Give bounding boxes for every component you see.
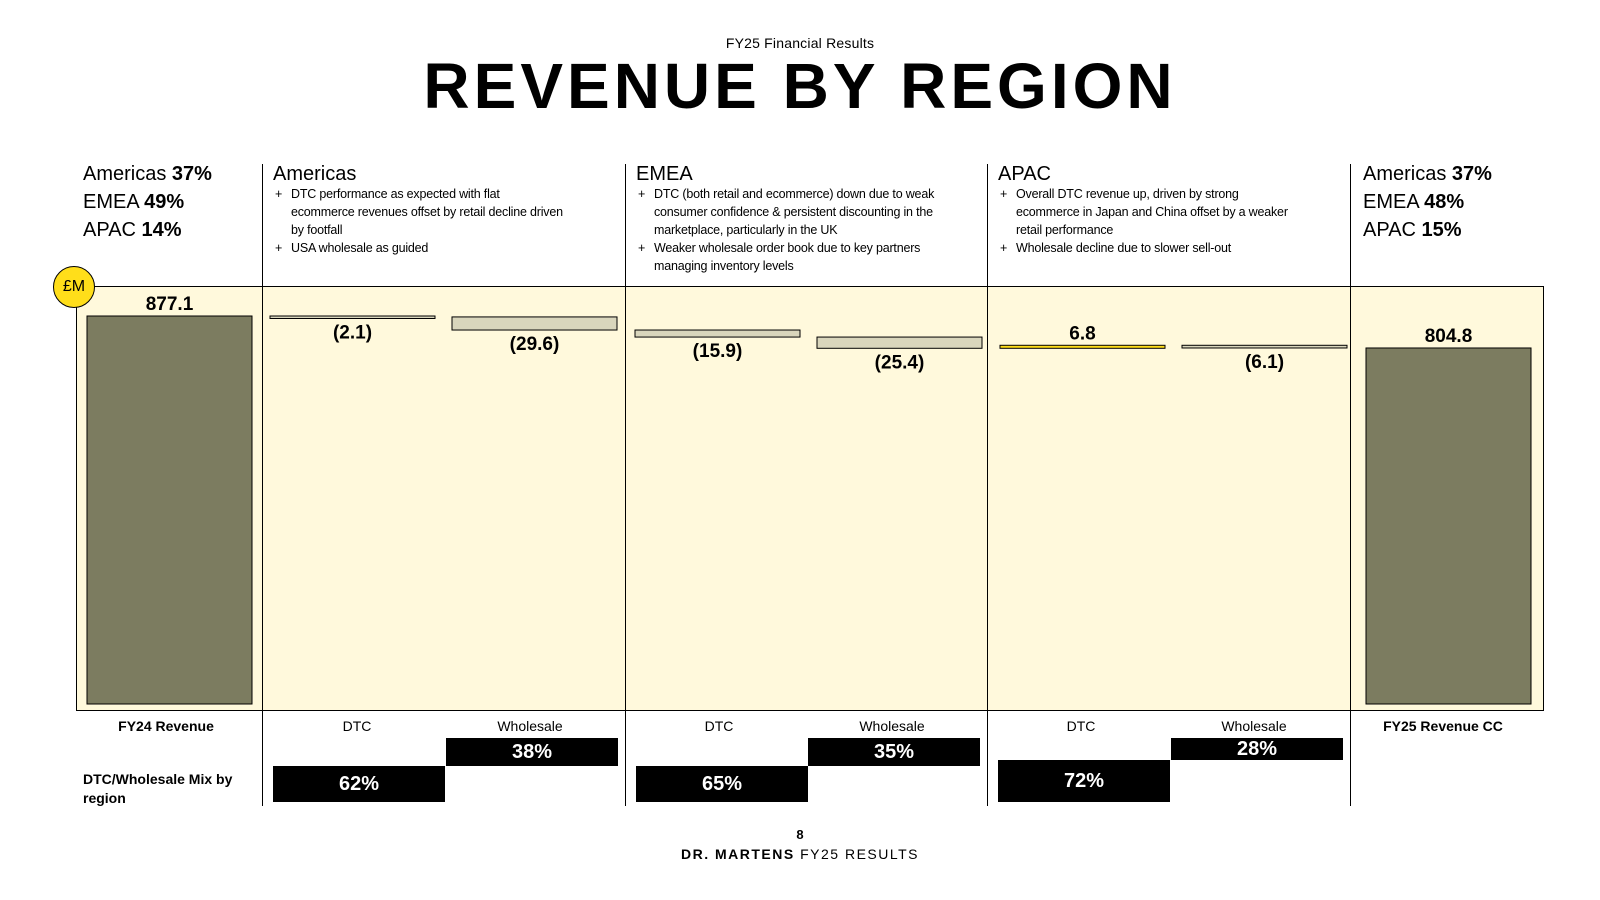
column-divider [625,164,626,806]
region-bullet: DTC (both retail and ecommerce) down due… [636,185,958,239]
category-label-fy25: FY25 Revenue CC [1383,718,1503,734]
category-label-apac-dtc: DTC [1066,718,1096,734]
fy25-revenue-bar [1365,347,1532,705]
emea-dtc-value-label: (15.9) [693,341,743,362]
americas-wholesale-bar [451,316,618,331]
category-label-emea-wholesale: Wholesale [859,718,925,734]
region-bullet: Wholesale decline due to slower sell-out [998,239,1304,257]
category-label-emea-dtc: DTC [704,718,734,734]
emea-dtc-mix-box: 65% [636,766,808,802]
region-heading: Americas [273,163,357,185]
category-label-fy24: FY24 Revenue [118,718,214,734]
apac-wholesale-bar [1181,344,1348,349]
fy25-mix-apac: APAC 15% [1363,219,1462,241]
americas-dtc-mix-box: 62% [273,766,445,802]
category-label-americas-wholesale: Wholesale [497,718,563,734]
region-commentary-emea: EMEA DTC (both retail and ecommerce) dow… [636,163,958,275]
region-bullet: Overall DTC revenue up, driven by strong… [998,185,1304,239]
region-bullet: DTC performance as expected with flat ec… [273,185,563,239]
region-bullet: USA wholesale as guided [273,239,563,257]
mix-label: DTC/Wholesale Mix by region [83,771,233,806]
column-divider [1350,164,1351,806]
fy25-region-mix: Americas 37% EMEA 48% APAC 15% [1363,160,1492,244]
unit-badge: £M [53,266,95,308]
emea-wholesale-bar [816,336,983,349]
brand-name: DR. MARTENS [680,846,795,862]
apac-dtc-value-label: 6.8 [1069,323,1095,344]
document-name: FY25 RESULTS [800,846,919,862]
column-divider [262,164,263,806]
americas-dtc-value-label: (2.1) [333,323,372,344]
region-commentary-americas: Americas DTC performance as expected wit… [273,163,563,257]
fy24-revenue-value-label: 877.1 [146,294,194,315]
fy24-region-mix: Americas 37% EMEA 49% APAC 14% [83,160,212,244]
emea-wholesale-value-label: (25.4) [875,352,925,373]
fy24-mix-apac: APAC 14% [83,219,182,241]
fy25-revenue-value-label: 804.8 [1425,326,1473,347]
apac-wholesale-value-label: (6.1) [1245,352,1284,373]
page-number: 8 [796,827,804,842]
americas-dtc-bar [269,315,436,319]
emea-wholesale-mix-box: 35% [808,738,980,766]
region-bullet: Weaker wholesale order book due to key p… [636,239,958,275]
fy25-mix-americas: Americas 37% [1363,163,1492,185]
footer: DR. MARTENS FY25 RESULTS [0,846,1600,862]
americas-wholesale-mix-box: 38% [446,738,618,766]
region-heading: EMEA [636,163,693,185]
fy24-mix-emea: EMEA 49% [83,191,185,213]
region-commentary-apac: APAC Overall DTC revenue up, driven by s… [998,163,1304,257]
americas-wholesale-value-label: (29.6) [510,334,560,355]
category-label-americas-dtc: DTC [342,718,372,734]
fy24-revenue-bar [86,315,253,705]
page-title: REVENUE BY REGION [423,50,1177,122]
emea-dtc-bar [634,329,801,338]
apac-dtc-mix-box: 72% [998,760,1170,802]
apac-dtc-bar [999,344,1166,349]
region-heading: APAC [998,163,1051,185]
fy25-mix-emea: EMEA 48% [1363,191,1465,213]
column-divider [987,164,988,806]
deck-subtitle: FY25 Financial Results [725,35,875,51]
chart-panel [76,286,1544,711]
fy24-mix-americas: Americas 37% [83,163,212,185]
category-label-apac-wholesale: Wholesale [1221,718,1287,734]
apac-wholesale-mix-box: 28% [1171,738,1343,760]
